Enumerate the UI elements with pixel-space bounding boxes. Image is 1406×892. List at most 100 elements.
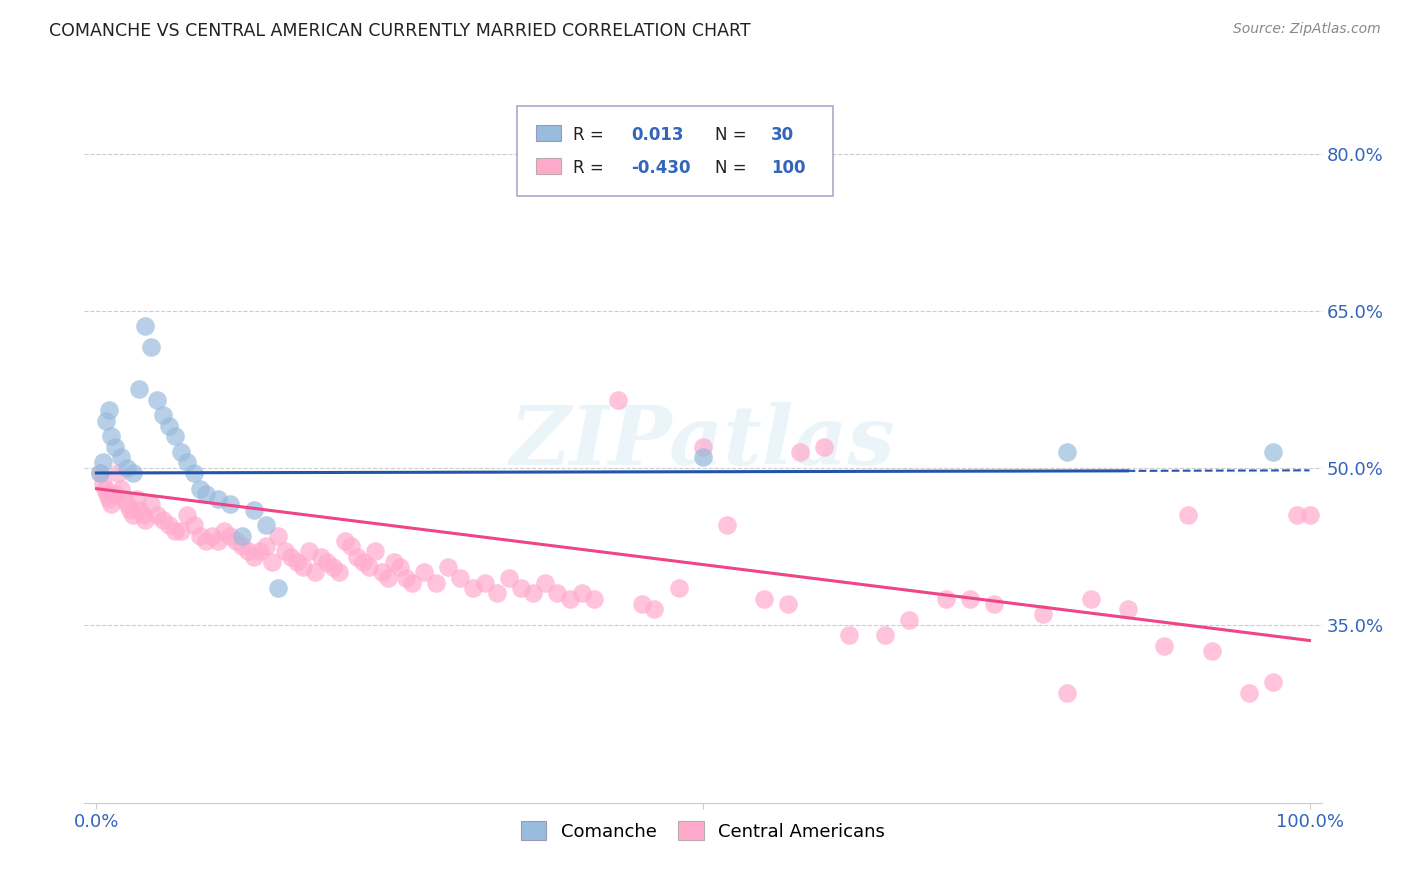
Point	[401, 575, 423, 590]
Point	[1116, 602, 1139, 616]
Point	[873, 628, 896, 642]
Point	[510, 581, 533, 595]
Point	[91, 476, 114, 491]
Point	[546, 586, 568, 600]
Point	[207, 492, 229, 507]
Point	[183, 518, 205, 533]
Text: N =: N =	[716, 126, 747, 145]
Point	[249, 544, 271, 558]
Point	[340, 539, 363, 553]
Point	[668, 581, 690, 595]
Text: Source: ZipAtlas.com: Source: ZipAtlas.com	[1233, 22, 1381, 37]
Point	[304, 566, 326, 580]
Point	[231, 529, 253, 543]
Point	[291, 560, 314, 574]
Point	[838, 628, 860, 642]
Point	[522, 586, 544, 600]
Point	[231, 539, 253, 553]
Point	[285, 555, 308, 569]
Point	[110, 482, 132, 496]
Point	[273, 544, 295, 558]
Point	[382, 555, 405, 569]
FancyBboxPatch shape	[517, 105, 832, 196]
Point	[298, 544, 321, 558]
Point	[425, 575, 447, 590]
Point	[97, 492, 120, 507]
Point	[176, 508, 198, 522]
Point	[1298, 508, 1320, 522]
Point	[1032, 607, 1054, 622]
Point	[752, 591, 775, 606]
Point	[388, 560, 411, 574]
Point	[959, 591, 981, 606]
Point	[96, 487, 118, 501]
Point	[582, 591, 605, 606]
Point	[115, 497, 138, 511]
Point	[170, 524, 193, 538]
Point	[139, 497, 162, 511]
Point	[262, 555, 284, 569]
Point	[134, 513, 156, 527]
Text: 0.013: 0.013	[631, 126, 683, 145]
Point	[201, 529, 224, 543]
Point	[194, 534, 217, 549]
Point	[1237, 686, 1260, 700]
Point	[188, 482, 211, 496]
Point	[97, 403, 120, 417]
Point	[534, 575, 557, 590]
Point	[333, 534, 356, 549]
Point	[157, 518, 180, 533]
Text: 30: 30	[770, 126, 794, 145]
Point	[243, 502, 266, 516]
Text: ZIPatlas: ZIPatlas	[510, 401, 896, 482]
Point	[112, 492, 135, 507]
Point	[983, 597, 1005, 611]
Point	[1056, 686, 1078, 700]
Text: N =: N =	[716, 160, 747, 178]
Point	[207, 534, 229, 549]
Point	[1261, 675, 1284, 690]
Point	[498, 571, 520, 585]
Point	[280, 549, 302, 564]
Point	[104, 487, 127, 501]
Point	[94, 482, 117, 496]
Point	[120, 502, 142, 516]
Point	[212, 524, 235, 538]
Point	[139, 340, 162, 354]
Point	[100, 429, 122, 443]
Point	[146, 392, 169, 407]
Point	[254, 539, 277, 553]
Point	[89, 466, 111, 480]
Point	[643, 602, 665, 616]
Point	[558, 591, 581, 606]
Point	[236, 544, 259, 558]
Text: R =: R =	[574, 126, 603, 145]
Point	[188, 529, 211, 543]
Point	[328, 566, 350, 580]
Point	[485, 586, 508, 600]
Point	[122, 508, 145, 522]
Point	[309, 549, 332, 564]
Point	[1177, 508, 1199, 522]
Point	[1286, 508, 1309, 522]
Point	[243, 549, 266, 564]
Point	[146, 508, 169, 522]
Point	[176, 455, 198, 469]
Point	[346, 549, 368, 564]
Point	[1261, 445, 1284, 459]
Point	[134, 319, 156, 334]
Point	[110, 450, 132, 465]
Point	[359, 560, 381, 574]
FancyBboxPatch shape	[536, 158, 561, 174]
Legend: Comanche, Central Americans: Comanche, Central Americans	[513, 814, 893, 848]
Point	[395, 571, 418, 585]
Point	[128, 502, 150, 516]
Text: COMANCHE VS CENTRAL AMERICAN CURRENTLY MARRIED CORRELATION CHART: COMANCHE VS CENTRAL AMERICAN CURRENTLY M…	[49, 22, 751, 40]
Point	[1056, 445, 1078, 459]
Point	[437, 560, 460, 574]
Point	[322, 560, 344, 574]
Point	[128, 382, 150, 396]
Point	[1153, 639, 1175, 653]
Point	[461, 581, 484, 595]
Point	[267, 581, 290, 595]
